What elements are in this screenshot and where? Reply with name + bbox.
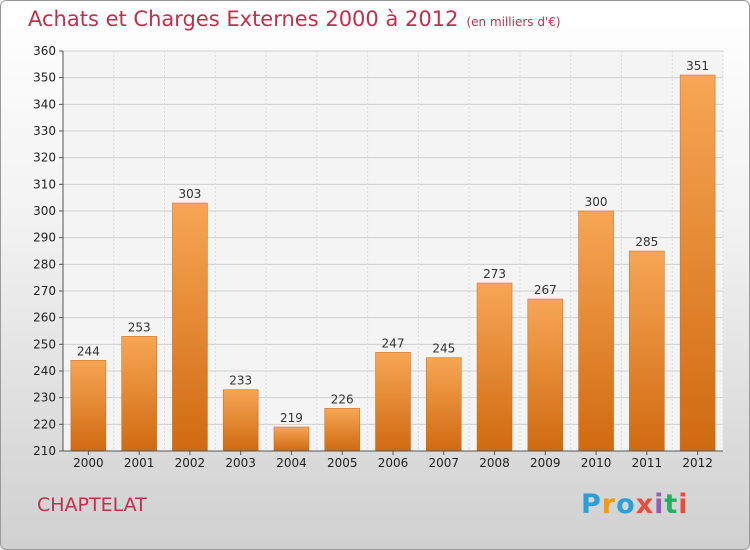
x-tick-label: 2010 [581, 456, 612, 470]
y-tick-label: 230 [33, 391, 56, 405]
x-tick-label: 2007 [428, 456, 459, 470]
axes: 210 220 230 240 250 260 270 280 290 300 310 320 330 3… [33, 44, 723, 470]
x-tick-label: 2003 [225, 456, 256, 470]
y-tick-label: 270 [33, 284, 56, 298]
data-label: 219 [280, 411, 303, 425]
bar-2003 [222, 389, 259, 452]
x-tick-label: 2011 [632, 456, 663, 470]
x-tick-label: 2008 [479, 456, 510, 470]
x-tick-label: 2009 [530, 456, 561, 470]
data-label: 233 [229, 374, 252, 388]
bar-2007 [426, 357, 462, 452]
chart-title: Achats et Charges Externes 2000 à 2012 (e… [28, 7, 561, 31]
bar-2009 [527, 298, 564, 452]
bar-2005 [324, 408, 360, 452]
data-label: 253 [128, 320, 151, 334]
bar-2001 [121, 336, 157, 452]
data-label: 300 [585, 195, 608, 209]
y-tick-label: 290 [33, 231, 56, 245]
proxiti-logo: Proxiti [581, 489, 689, 520]
data-label: 303 [178, 187, 201, 201]
x-tick-label: 2000 [73, 456, 104, 470]
x-tick-label: 2002 [175, 456, 206, 470]
y-tick-label: 310 [33, 177, 56, 191]
bar-2002 [172, 202, 208, 452]
logo-letter: i [678, 489, 689, 520]
y-tick-label: 320 [33, 151, 56, 165]
data-label: 285 [635, 235, 658, 249]
bar-2011 [629, 250, 665, 452]
title-text: Achats et Charges Externes 2000 à 2012 [28, 7, 459, 31]
data-label: 247 [382, 336, 405, 350]
y-tick-label: 360 [33, 44, 56, 58]
data-label: 245 [432, 342, 455, 356]
logo-letter: r [601, 489, 617, 520]
chart-subtitle: (en milliers d'€) [466, 15, 561, 29]
commune-name: CHAPTELAT [37, 494, 147, 516]
data-label: 244 [77, 344, 100, 358]
y-tick-label: 260 [33, 311, 56, 325]
logo-letter: P [581, 489, 602, 520]
y-tick-label: 300 [33, 204, 56, 218]
bar-2000 [70, 360, 107, 452]
logo-letter: t [664, 489, 679, 520]
bar-2012 [679, 74, 716, 452]
bar-2004 [273, 426, 310, 452]
y-tick-label: 240 [33, 364, 56, 378]
x-tick-label: 2006 [378, 456, 409, 470]
y-tick-label: 350 [33, 71, 56, 85]
y-tick-label: 250 [33, 337, 56, 351]
data-label: 267 [534, 283, 557, 297]
x-tick-label: 2005 [327, 456, 358, 470]
bar-2010 [578, 210, 614, 452]
bar-2008 [476, 282, 513, 452]
y-tick-label: 210 [33, 444, 56, 458]
bar-2006 [375, 352, 411, 452]
y-tick-label: 280 [33, 257, 56, 271]
logo-letter: o [616, 489, 636, 520]
x-tick-label: 2004 [276, 456, 307, 470]
data-label: 351 [686, 59, 709, 73]
x-tick-label: 2012 [682, 456, 713, 470]
y-tick-label: 330 [33, 124, 56, 138]
x-tick-label: 2001 [124, 456, 155, 470]
y-tick-label: 340 [33, 97, 56, 111]
data-label: 273 [483, 267, 506, 281]
logo-letter: i [654, 489, 665, 520]
y-tick-label: 220 [33, 417, 56, 431]
logo-letter: x [635, 489, 655, 520]
bars: 244 253 303 233 219 226 247 245 273 267 300 285 351 [70, 59, 716, 452]
data-label: 226 [331, 392, 354, 406]
